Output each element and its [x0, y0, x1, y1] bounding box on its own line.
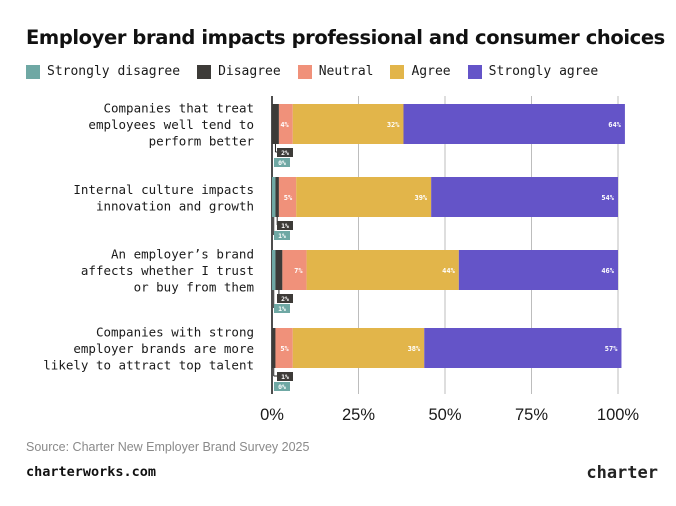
- category-label-line: employees well tend to: [88, 117, 254, 132]
- bar-value-label: 46%: [601, 267, 614, 275]
- legend-item-strongly-disagree: Strongly disagree: [26, 64, 180, 79]
- bar-value-label: 5%: [284, 194, 293, 202]
- bar-disagree: [275, 250, 283, 290]
- bar-value-label: 32%: [387, 121, 400, 129]
- bar-row-2: 5% 39% 54% 1% 1% Internal culture impacts inno…: [73, 177, 618, 240]
- x-tick-label: 75%: [515, 406, 548, 424]
- site-link[interactable]: charterworks.com: [26, 464, 157, 480]
- bar-value-label: 38%: [408, 345, 421, 353]
- callout-label-disagree: 2%: [281, 295, 289, 303]
- legend-swatch: [197, 64, 212, 79]
- category-label-line: An employer’s brand: [111, 247, 254, 262]
- bar-strongly-agree: [424, 328, 622, 368]
- category-label: Companies that treat employees well tend …: [88, 101, 254, 149]
- bar-disagree: [275, 177, 279, 217]
- category-label: Companies with strong employer brands are…: [43, 325, 254, 373]
- callout-badge-disagree: [277, 294, 293, 303]
- bar-value-label: 54%: [601, 194, 614, 202]
- callout-badge-strongly-disagree: [274, 158, 290, 167]
- bar-value-label: 64%: [608, 121, 621, 129]
- callout-badge-strongly-disagree: [274, 382, 290, 391]
- callout-label-strongly-disagree: 0%: [278, 383, 286, 391]
- x-tick-label: 100%: [597, 406, 640, 424]
- bar-strongly-agree: [458, 250, 618, 290]
- callout-label-strongly-disagree: 1%: [278, 305, 286, 313]
- legend-item-disagree: Disagree: [197, 64, 281, 79]
- category-label-line: Companies with strong: [96, 325, 254, 340]
- bar-row-4: 5% 38% 57% 1% 0% Companies with strong employe…: [43, 325, 622, 391]
- brand-logo: charter: [586, 463, 658, 483]
- category-label-line: likely to attract top talent: [43, 358, 254, 373]
- bar-agree: [306, 250, 459, 290]
- legend-label: Strongly agree: [488, 64, 599, 79]
- bar-value-label: 57%: [605, 345, 618, 353]
- bar-row-3: 7% 44% 46% 2% 1% An employer’s brand affects w…: [81, 247, 618, 313]
- category-label: An employer’s brand affects whether I tru…: [81, 247, 254, 295]
- source-note: Source: Charter New Employer Brand Surve…: [26, 440, 310, 454]
- x-tick-label: 0%: [260, 406, 284, 424]
- category-label-line: employer brands are more: [73, 341, 254, 356]
- stacked-bar-chart: 0% 25% 50% 75% 100% 4% 32% 64% 2% 0% Companies tha…: [43, 96, 640, 424]
- callout-label-strongly-disagree: 0%: [278, 159, 286, 167]
- bar-disagree: [272, 104, 279, 144]
- legend-swatch: [390, 64, 405, 79]
- category-label-line: Internal culture impacts: [73, 182, 254, 197]
- x-tick-label: 25%: [342, 406, 375, 424]
- category-label-line: affects whether I trust: [81, 263, 254, 278]
- callout-label-strongly-disagree: 1%: [278, 232, 286, 240]
- bar-strongly-disagree: [272, 250, 276, 290]
- bar-row-1: 4% 32% 64% 2% 0% Companies that treat employee…: [88, 101, 625, 167]
- callout-badge-strongly-disagree: [274, 231, 290, 240]
- x-tick-label: 50%: [428, 406, 461, 424]
- legend-item-neutral: Neutral: [297, 64, 374, 79]
- legend-item-agree: Agree: [390, 64, 451, 79]
- bar-strongly-agree: [431, 177, 618, 217]
- category-label-line: perform better: [149, 134, 255, 149]
- legend-item-strongly-agree: Strongly agree: [467, 64, 599, 79]
- bar-disagree: [272, 328, 276, 368]
- bar-value-label: 5%: [280, 345, 289, 353]
- bar-value-label: 4%: [280, 121, 289, 129]
- legend-label: Strongly disagree: [47, 64, 181, 79]
- category-label-line: innovation and growth: [96, 198, 254, 213]
- bar-neutral: [278, 177, 297, 217]
- bar-neutral: [275, 328, 293, 368]
- callout-label-disagree: 2%: [281, 149, 289, 157]
- legend-label: Disagree: [218, 64, 281, 79]
- bar-strongly-disagree: [272, 177, 276, 217]
- bar-neutral: [282, 250, 307, 290]
- legend-label: Agree: [411, 64, 451, 79]
- legend: Strongly disagree Disagree Neutral Agree Str…: [26, 64, 615, 79]
- callout-badge-disagree: [277, 221, 293, 230]
- legend-swatch: [26, 64, 40, 79]
- callout-badge-disagree: [277, 372, 293, 381]
- bar-agree: [292, 328, 425, 368]
- bar-agree: [292, 104, 404, 144]
- legend-label: Neutral: [318, 64, 374, 79]
- bar-strongly-agree: [403, 104, 625, 144]
- chart-title: Employer brand impacts professional and …: [26, 26, 665, 49]
- bar-agree: [296, 177, 432, 217]
- callout-badge-strongly-disagree: [274, 304, 290, 313]
- bar-value-label: 44%: [442, 267, 455, 275]
- category-label-line: Companies that treat: [103, 101, 254, 116]
- legend-swatch: [467, 64, 482, 79]
- legend-swatch: [297, 64, 312, 79]
- bar-value-label: 7%: [294, 267, 303, 275]
- category-label-line: or buy from them: [134, 280, 254, 295]
- callout-label-disagree: 1%: [281, 222, 289, 230]
- callout-badge-disagree: [277, 148, 293, 157]
- bar-neutral: [278, 104, 293, 144]
- callout-label-disagree: 1%: [281, 373, 289, 381]
- category-label: Internal culture impacts innovation and g…: [73, 182, 254, 214]
- bar-value-label: 39%: [415, 194, 428, 202]
